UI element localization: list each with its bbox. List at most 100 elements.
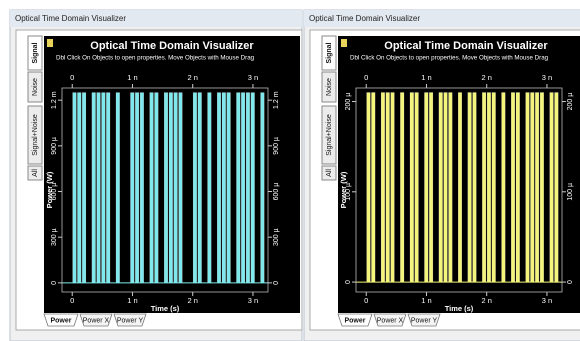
y-tick-label: 0 [567, 280, 574, 284]
pulse [491, 92, 496, 283]
pulse [96, 92, 101, 284]
side-tab-label[interactable]: Noise [32, 78, 39, 96]
y-tick-label: 600 µ [51, 183, 58, 201]
bottom-tab[interactable] [113, 313, 147, 327]
x-tick-label: 2 n [187, 296, 197, 305]
bottom-tab-label[interactable]: Power X [377, 317, 404, 324]
bottom-tab[interactable] [407, 313, 441, 327]
title-bar [304, 10, 580, 27]
x-tick-label: 0 [70, 296, 74, 305]
side-tab[interactable] [321, 71, 337, 103]
y-tick-label: 100 µ [345, 183, 352, 201]
chart-title: Optical Time Domain Visualizer [90, 40, 254, 52]
pulse [115, 92, 120, 284]
x-tick-label: 3 n [248, 73, 258, 82]
pulse [448, 92, 453, 283]
chart-subtitle: Dbl Click On Objects to open properties.… [56, 55, 255, 62]
pulse [217, 92, 221, 284]
side-tab[interactable] [27, 105, 43, 165]
pulse [221, 92, 226, 284]
pulse [535, 92, 540, 283]
pulse [106, 92, 111, 284]
pulse [371, 92, 376, 283]
side-tab-label[interactable]: Signal [32, 42, 39, 63]
bottom-tab[interactable] [43, 313, 79, 327]
pulse [164, 92, 168, 284]
plot-frame [355, 87, 563, 293]
pulse [472, 92, 477, 283]
pulse [409, 92, 414, 283]
pulse [458, 92, 462, 283]
side-tab-label[interactable]: Signal [326, 42, 333, 63]
pulse [501, 92, 506, 283]
side-tab[interactable] [27, 71, 43, 103]
y-tick-label: 300 µ [51, 228, 58, 246]
pulse [154, 92, 159, 284]
visualizer-window: Optical Time Domain Visualizer Signal Nois… [303, 9, 580, 341]
pulse [241, 92, 246, 284]
side-tab[interactable] [321, 105, 337, 165]
pulse [168, 92, 173, 284]
y-axis-label: Power (W) [339, 171, 348, 208]
y-tick-label: 200 µ [567, 93, 574, 111]
x-tick-label: 3 n [542, 73, 552, 82]
pulse [525, 92, 530, 283]
pulse [178, 92, 183, 284]
y-tick-label: 600 µ [273, 183, 280, 201]
pulse [554, 92, 559, 283]
pulse [429, 92, 434, 283]
side-tab[interactable] [27, 35, 43, 71]
x-tick-label: 2 n [481, 73, 491, 82]
pulse [443, 92, 448, 283]
side-tab[interactable] [321, 35, 337, 71]
pulse [390, 92, 395, 283]
panel-icon [341, 39, 347, 47]
pulse [139, 92, 144, 284]
x-tick-label: 0 [364, 296, 368, 305]
side-tab-label[interactable]: All [326, 169, 333, 177]
pulse [539, 92, 544, 283]
plot-frame [61, 87, 269, 293]
x-tick-label: 2 n [187, 73, 197, 82]
side-tab-label[interactable]: All [32, 169, 39, 177]
bottom-tab[interactable] [373, 313, 407, 327]
pulse [515, 92, 520, 283]
x-tick-label: 3 n [248, 296, 258, 305]
pulse [245, 92, 250, 284]
y-axis-label: Power (W) [45, 171, 54, 208]
side-tab[interactable] [321, 165, 337, 181]
signal [72, 92, 265, 284]
visualizer-window: Optical Time Domain Visualizer Signal Nois… [9, 9, 303, 341]
pulse [101, 92, 106, 284]
pulse [149, 92, 154, 284]
bottom-tab-label[interactable]: Power [50, 317, 71, 324]
x-axis-label: Time (s) [445, 304, 474, 313]
pulse [77, 92, 82, 284]
bottom-tab[interactable] [337, 313, 373, 327]
chart-subtitle: Dbl Click On Objects to open properties.… [350, 55, 549, 62]
x-tick-label: 3 n [542, 296, 552, 305]
pulse [130, 92, 135, 284]
pulse [424, 92, 429, 283]
bottom-tab-label[interactable]: Power Y [117, 317, 144, 324]
chart-title: Optical Time Domain Visualizer [384, 40, 548, 52]
side-tab-label[interactable]: Signal+Noise [326, 114, 333, 156]
side-tab-label[interactable]: Noise [326, 78, 333, 96]
pulse [438, 92, 443, 283]
side-tab-label[interactable]: Signal+Noise [32, 114, 39, 156]
bottom-tab-label[interactable]: Power [344, 317, 365, 324]
pulse [207, 92, 212, 284]
side-tab[interactable] [27, 165, 43, 181]
pulse [380, 92, 385, 283]
pulse [511, 92, 515, 283]
pulse [197, 92, 202, 284]
y-tick-label: 200 µ [345, 93, 352, 111]
bottom-tab-label[interactable]: Power Y [411, 317, 438, 324]
bottom-tab[interactable] [79, 313, 113, 327]
x-tick-label: 0 [364, 73, 368, 82]
y-tick-label: 1.2 m [273, 91, 280, 109]
pulse [400, 92, 405, 283]
bottom-tab-label[interactable]: Power X [83, 317, 110, 324]
window-title: Optical Time Domain Visualizer [15, 14, 126, 23]
pulse [135, 92, 140, 284]
